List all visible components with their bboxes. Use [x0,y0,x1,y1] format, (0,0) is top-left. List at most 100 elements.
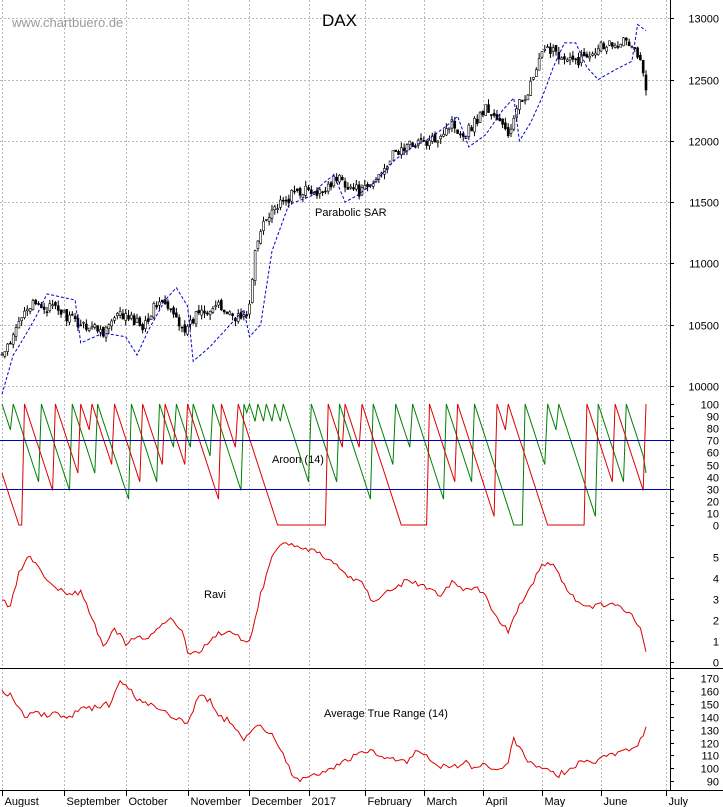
candle-body [166,301,170,309]
candle-body [191,319,195,324]
candle-body [85,323,88,330]
candle-body [321,191,324,194]
candle-body [253,250,257,281]
candle-body [59,309,63,315]
candle-body [599,42,603,52]
grid [0,0,670,790]
candle-body [37,303,40,305]
candle-body [267,217,271,222]
candle-body [113,317,116,321]
atr-title: Average True Range (14) [324,708,448,720]
y-tick-label: 12000 [688,137,719,149]
candle-body [554,45,558,52]
candle-body [518,99,521,110]
candle-body [571,55,575,60]
candle-body [574,58,577,61]
y-tick-label: 0 [713,521,719,533]
candle-body [225,311,229,314]
y-tick-label: 150 [701,700,719,712]
candle-body [397,151,400,155]
candle-body [490,114,493,116]
candle-body [259,231,263,244]
candle-body [262,221,265,232]
candle-body [453,120,457,129]
candle-body [582,51,586,57]
candle-body [284,199,288,202]
candle-body [639,55,642,61]
candle-body [124,313,128,321]
candle-body [459,133,462,136]
candle-body [622,37,625,47]
candle-body [56,305,60,311]
y-tick-label: 5 [713,553,719,565]
candle-body [324,190,327,193]
candle-body [20,317,23,321]
candle-body [329,182,333,188]
sar-line [1,23,647,395]
candle-body [506,127,510,136]
candle-body [298,188,302,196]
candle-body [526,94,530,101]
candle-body [304,185,308,196]
candle-body [177,317,181,327]
candle-body [93,324,97,328]
chart-title: DAX [322,11,357,30]
candle-body [475,118,479,124]
candle-body [51,304,54,307]
y-tick-label: 110 [701,751,719,763]
candle-body [560,57,563,60]
candle-body [138,317,142,326]
candle-body [205,312,209,315]
x-tick-label: November [191,796,242,807]
candle-body [492,112,496,116]
candle-body [208,310,212,316]
candle-body [265,218,268,221]
candle-body [605,46,608,52]
candle-body [152,303,156,318]
x-tick-label: December [252,796,303,807]
candle-body [197,310,201,314]
candle-body [512,117,516,130]
x-tick-label: March [427,796,458,807]
candle-body [388,160,392,165]
candle-body [110,320,113,327]
y-tick-label: 20 [707,497,719,509]
candle-body [627,41,631,47]
candle-body [11,334,15,345]
candle-body [96,325,99,332]
candle-body [613,44,617,48]
candle-body [549,46,552,54]
candle-body [405,144,409,152]
candle-body [73,316,77,320]
x-tick-label: June [604,796,628,807]
candle-body [26,308,29,312]
candle-body [461,133,465,137]
candle-body [326,183,330,192]
y-tick-label: 10 [707,509,719,521]
candle-body [248,303,251,315]
candle-body [625,37,628,41]
candle-body [45,311,49,313]
candle-body [456,129,459,134]
x-tick-label: July [669,796,689,807]
candle-body [352,187,355,190]
candle-body [366,184,369,188]
candle-body [594,52,597,56]
x-tick-label: August [5,796,39,807]
candle-body [127,315,130,320]
ravi-title: Ravi [204,589,226,601]
aroon-title: Aroon (14) [272,454,324,466]
candle-body [450,119,454,129]
candle-body [338,174,341,183]
candle-body [504,122,507,130]
candle-body [363,185,367,190]
candle-body [0,353,4,356]
candle-body [473,118,476,133]
candle-body [68,314,71,323]
candle-body [585,54,589,58]
candle-body [470,127,473,132]
candle-body [436,140,440,143]
candle-body [391,150,395,161]
candle-body [14,327,18,337]
